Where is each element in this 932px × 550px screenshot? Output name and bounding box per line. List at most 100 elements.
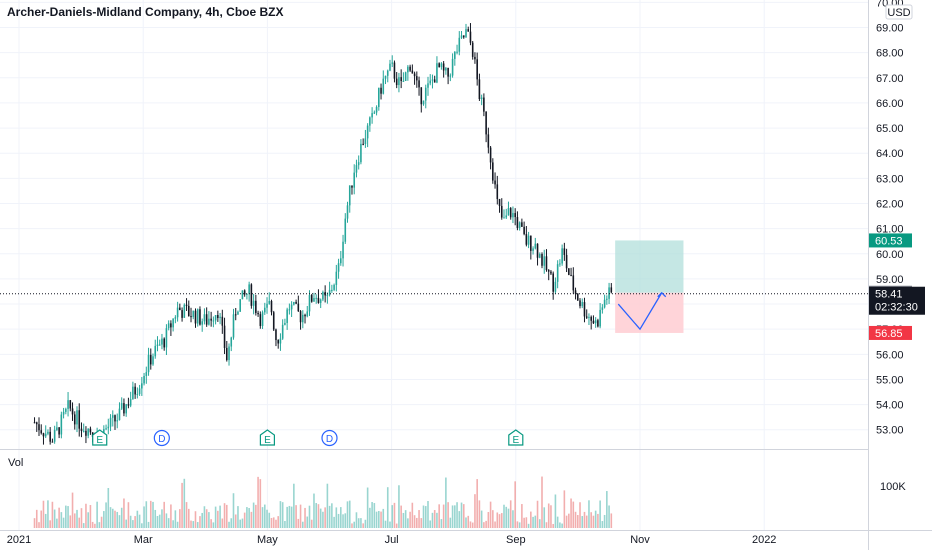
volume-bar	[152, 501, 154, 528]
candle-body	[427, 83, 429, 88]
dividend-marker[interactable]: D	[321, 429, 338, 447]
volume-bar	[279, 501, 282, 528]
volume-bar	[492, 510, 494, 528]
volume-bar	[187, 508, 190, 528]
position-zones[interactable]	[615, 240, 684, 333]
volume-bar	[105, 502, 107, 528]
candle-body	[565, 254, 568, 269]
volume-bar	[353, 521, 356, 528]
volume-bar	[239, 519, 242, 528]
volume-bar	[422, 505, 425, 528]
candle-body	[301, 314, 304, 323]
volume-tick: 100K	[880, 481, 906, 493]
volume-bar	[65, 505, 67, 528]
candle-body	[592, 320, 595, 324]
volume-bar	[183, 478, 186, 528]
volume-bar	[331, 503, 333, 528]
dividend-marker[interactable]: D	[153, 429, 170, 447]
candle-body	[532, 248, 534, 251]
x-tick-label: Mar	[134, 534, 153, 546]
currency-box[interactable]	[885, 4, 913, 20]
volume-bar	[335, 507, 338, 528]
candle-body	[514, 213, 516, 218]
candle-body	[158, 344, 161, 346]
volume-bar	[570, 498, 572, 528]
candle-body	[143, 375, 145, 384]
stop-tag-text: 56.85	[875, 328, 903, 340]
volume-bar	[360, 518, 362, 528]
volume-bar	[277, 516, 280, 528]
volume-bar	[194, 511, 197, 528]
volume-bar	[547, 503, 550, 528]
candle-body	[129, 399, 132, 406]
volume-bar	[402, 512, 405, 528]
candle-body	[49, 431, 51, 442]
volume-bar	[170, 504, 172, 528]
volume-bar	[556, 516, 559, 528]
volume-bar	[248, 508, 250, 528]
volume-bar	[114, 510, 116, 528]
candle-body	[76, 410, 78, 425]
volume-bar	[73, 513, 76, 528]
candle-body	[69, 400, 72, 409]
volume-bar	[512, 510, 514, 528]
volume-bar	[572, 501, 575, 528]
volume-bar	[118, 515, 121, 528]
volume-bar	[460, 502, 463, 528]
volume-bar	[465, 517, 467, 528]
earnings-marker[interactable]: E	[259, 429, 275, 446]
volume-bar	[230, 518, 233, 528]
earnings-marker[interactable]: E	[508, 429, 524, 446]
volume-bar	[585, 515, 588, 528]
volume-bar	[534, 515, 537, 528]
candle-body	[40, 430, 43, 434]
volume-bar	[154, 509, 157, 528]
volume-bar	[261, 507, 264, 528]
candle-body	[176, 307, 179, 318]
candle-body	[509, 208, 512, 218]
volume-bar	[56, 518, 58, 528]
candle-body	[192, 310, 195, 318]
volume-bar	[214, 506, 217, 528]
x-tick-label: Sep	[506, 534, 526, 546]
earnings-marker[interactable]: E	[92, 429, 108, 446]
candle-body	[89, 428, 92, 433]
marker-label: E	[96, 435, 103, 446]
candle-body	[590, 316, 592, 321]
volume-bar	[554, 494, 557, 528]
volume-bar	[411, 502, 414, 528]
candle-body	[286, 309, 288, 323]
y-tick-label: 69.00	[876, 23, 904, 35]
y-tick-label: 68.00	[876, 48, 904, 60]
target-zone[interactable]	[615, 240, 684, 293]
candle-body	[116, 420, 119, 422]
candle-body	[454, 51, 456, 59]
candle-body	[597, 320, 599, 327]
candle-body	[268, 300, 271, 304]
volume-bar	[136, 510, 139, 528]
volume-bar	[514, 481, 516, 528]
candle-body	[583, 302, 586, 317]
candle-body	[371, 113, 373, 118]
projection-path[interactable]	[617, 292, 663, 331]
drawings[interactable]	[0, 291, 868, 331]
candle-body	[261, 312, 264, 326]
candle-body	[384, 75, 387, 79]
candle-body	[355, 165, 358, 173]
candle-body	[608, 287, 610, 299]
candle-body	[603, 299, 606, 308]
volume-bar	[313, 493, 315, 528]
candle-body	[570, 274, 572, 276]
candle-body	[56, 427, 58, 430]
candle-body	[574, 290, 577, 294]
volume-bar	[400, 505, 402, 528]
y-tick-label: 59.00	[876, 274, 904, 286]
volume-bar	[286, 506, 288, 528]
candle-body	[411, 70, 414, 74]
volume-bar	[319, 508, 322, 528]
volume-bar	[281, 502, 284, 528]
volume-bar	[91, 521, 94, 528]
candle-body	[147, 354, 150, 373]
